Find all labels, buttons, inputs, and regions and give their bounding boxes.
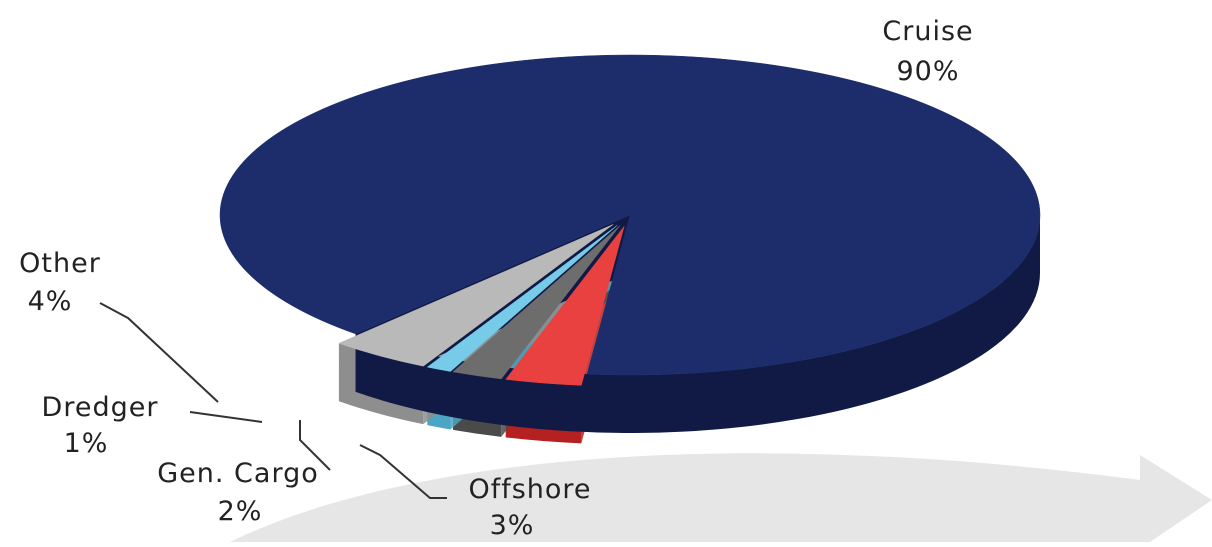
leader-lines	[99, 302, 447, 499]
background-arrow	[230, 453, 1212, 542]
background-decoration	[230, 453, 1212, 542]
label-gen-cargo: Gen. Cargo	[157, 458, 319, 489]
label-dredger: Dredger	[42, 392, 159, 423]
value-label-dredger: 1%	[64, 428, 109, 459]
leader-line-other	[99, 302, 219, 403]
value-label-cruise: 90%	[896, 56, 959, 87]
value-label-gen-cargo: 2%	[218, 496, 263, 527]
slice-other	[338, 224, 614, 367]
slice-labels: Cruise 90% Offshore 3% Gen. Cargo 2% Dredger 1%…	[19, 16, 973, 541]
label-offshore: Offshore	[468, 474, 591, 505]
slice-cruise	[219, 54, 1041, 376]
slice-gen-cargo	[452, 225, 620, 380]
value-label-offshore: 3%	[490, 510, 535, 541]
label-other: Other	[19, 248, 101, 279]
value-label-other: 4%	[28, 286, 73, 317]
slice-dredger	[426, 225, 618, 372]
slice-tops	[219, 54, 1041, 386]
label-cruise: Cruise	[882, 16, 973, 47]
leader-line-offshore	[359, 444, 447, 499]
leader-line-gen-cargo	[299, 420, 331, 471]
leader-line-dredger	[189, 411, 263, 423]
slice-offshore	[505, 226, 625, 386]
